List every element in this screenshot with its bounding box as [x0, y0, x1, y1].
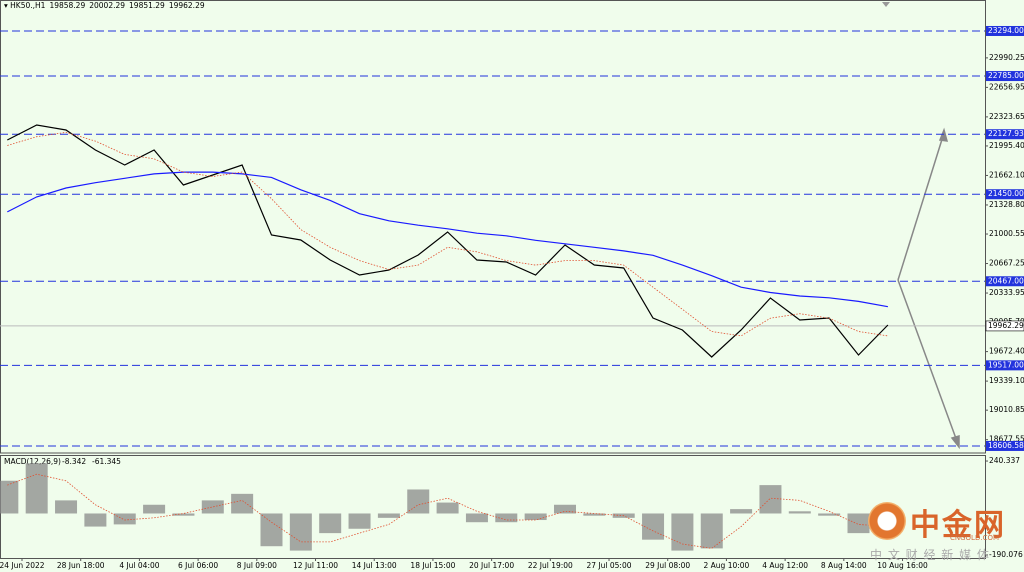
y-tick-label: 20667.25	[989, 259, 1024, 268]
x-tick-label: 4 Aug 12:00	[762, 561, 808, 570]
level-box	[986, 25, 1024, 36]
level-box	[986, 440, 1024, 451]
level-box	[986, 276, 1024, 287]
x-tick-label: 14 Jul 13:00	[352, 561, 397, 570]
series-line	[7, 131, 888, 337]
series-line	[7, 171, 889, 308]
x-tick-label: 12 Jul 11:00	[293, 561, 338, 570]
histogram-bar	[348, 513, 371, 529]
shift-marker	[882, 2, 890, 7]
histogram-bar	[553, 504, 576, 514]
series-line	[7, 473, 888, 549]
y-tick-label: -190.076	[989, 550, 1023, 559]
x-tick-label: 18 Jul 15:00	[410, 561, 455, 570]
y-tick-label: 19339.10	[989, 376, 1024, 385]
x-tick-label: 10 Aug 16:00	[877, 561, 928, 570]
indicator-value: -8.342	[62, 457, 86, 466]
y-tick-label: 22656.95	[989, 82, 1024, 91]
current-price-label: 19962.29	[988, 321, 1024, 330]
histogram-bar	[700, 513, 723, 549]
y-tick-label: 240.337	[989, 456, 1020, 465]
histogram-bar	[0, 480, 19, 514]
level-label: 23294.00	[988, 26, 1024, 35]
level-label: 22785.00	[988, 71, 1024, 80]
histogram-bar	[260, 513, 283, 547]
level-label: 18606.58	[988, 441, 1024, 450]
x-tick-label: 8 Jul 09:00	[237, 561, 277, 570]
histogram-bar	[671, 513, 694, 551]
histogram-bar	[319, 513, 342, 534]
series-line	[7, 124, 889, 358]
y-tick-label: 20333.95	[989, 288, 1024, 297]
histogram-bar	[788, 511, 811, 514]
x-tick-label: 29 Jul 08:00	[645, 561, 690, 570]
projection-arrows	[897, 127, 960, 450]
histogram-bar	[172, 513, 195, 516]
x-tick-label: 20 Jul 17:00	[469, 561, 514, 570]
y-tick-label: 21000.55	[989, 229, 1024, 238]
x-tick-label: 28 Jun 18:00	[57, 561, 105, 570]
histogram-bar	[84, 513, 107, 527]
x-tick-label: 2 Aug 10:00	[704, 561, 750, 570]
indicator-title: MACD(12,26,9)	[4, 457, 61, 466]
level-box	[986, 360, 1024, 371]
level-label: 19517.00	[988, 360, 1024, 369]
histogram-bar	[55, 500, 78, 514]
histogram-bar	[730, 509, 753, 514]
ohlc-value: 19858.29	[49, 1, 86, 10]
y-tick-label: 19010.85	[989, 405, 1024, 414]
y-tick-label: 21995.40	[989, 141, 1024, 150]
histogram-bar	[436, 502, 459, 514]
level-label: 22127.93	[988, 129, 1024, 138]
watermark-slogan: 中 文 财 经 新 媒 体	[870, 548, 990, 562]
histogram-bar	[495, 513, 518, 523]
watermark: 中金网 CNGOLD.COM 中 文 财 经 新 媒 体	[868, 498, 1018, 568]
level-box	[986, 129, 1024, 140]
y-tick-label: 21662.10	[989, 170, 1024, 179]
x-tick-label: 6 Jul 06:00	[178, 561, 218, 570]
chart-header: ▾ HK50.,H1 19858.29 20002.29 19851.29 19962.…	[4, 1, 205, 10]
histogram-bar	[524, 513, 547, 521]
y-tick-label: 19672.40	[989, 347, 1024, 356]
histogram-bar	[583, 513, 606, 516]
ohlc-value: 20002.29	[89, 1, 126, 10]
watermark-brand: 中金网	[910, 508, 1006, 543]
x-tick-label: 22 Jul 19:00	[528, 561, 573, 570]
level-box	[986, 189, 1024, 200]
y-tick-label: 18677.55	[989, 435, 1024, 444]
symbol: HK50.,H1	[10, 1, 46, 10]
level-label: 20467.00	[988, 276, 1024, 285]
x-tick-label: 27 Jul 05:00	[587, 561, 632, 570]
main-frame	[0, 0, 986, 454]
indicator-value: -61.345	[92, 457, 121, 466]
y-tick-label: 22323.65	[989, 112, 1024, 121]
histogram-bar	[289, 513, 312, 551]
histogram-bar	[847, 513, 870, 534]
histogram-bar	[113, 513, 136, 525]
watermark-logo	[868, 502, 906, 540]
histogram-bar	[231, 493, 254, 514]
x-tick-label: 8 Aug 14:00	[821, 561, 867, 570]
y-tick-label: 21328.80	[989, 200, 1024, 209]
x-tick-label: 4 Jul 04:00	[119, 561, 159, 570]
level-box	[986, 71, 1024, 82]
watermark-site: CNGOLD.COM	[950, 534, 1000, 542]
ohlc-value: 19851.29	[129, 1, 165, 10]
histogram-bar	[201, 500, 224, 514]
histogram-bar	[25, 463, 48, 514]
histogram-bar	[407, 489, 430, 514]
y-tick-label: 22990.25	[989, 53, 1024, 62]
current-price-box	[985, 320, 1024, 332]
histogram-bar	[377, 513, 400, 518]
x-tick-label: 24 Jun 2022	[0, 561, 45, 570]
level-label: 21450.00	[988, 189, 1024, 198]
histogram-bar	[143, 504, 166, 514]
histogram-bar	[759, 485, 782, 514]
histogram-bar	[465, 513, 488, 523]
histogram-bar	[818, 513, 841, 516]
ohlc-value: 19962.29	[168, 1, 205, 10]
